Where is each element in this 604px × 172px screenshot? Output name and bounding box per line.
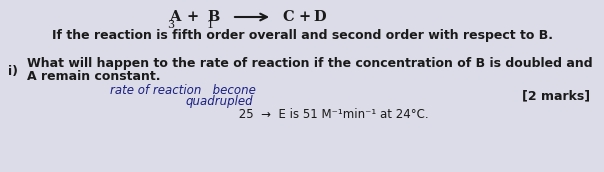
Text: A: A <box>169 10 181 24</box>
Text: What will happen to the rate of reaction if the concentration of B is doubled an: What will happen to the rate of reaction… <box>27 56 593 69</box>
Text: C: C <box>282 10 294 24</box>
Text: 3: 3 <box>167 20 175 30</box>
Text: quadrupled: quadrupled <box>185 95 252 109</box>
Text: B: B <box>207 10 219 24</box>
Text: rate of reaction   becone: rate of reaction becone <box>110 84 256 98</box>
Text: A remain constant.: A remain constant. <box>27 69 161 83</box>
Text: i): i) <box>8 64 18 78</box>
Text: 25  →  E is 51 M⁻¹min⁻¹ at 24°C.: 25 → E is 51 M⁻¹min⁻¹ at 24°C. <box>175 109 429 121</box>
Text: +: + <box>187 10 199 24</box>
Text: +: + <box>299 10 311 24</box>
Text: 1: 1 <box>207 20 214 30</box>
Text: [2 marks]: [2 marks] <box>522 89 590 103</box>
Text: D: D <box>313 10 326 24</box>
Text: If the reaction is fifth order overall and second order with respect to B.: If the reaction is fifth order overall a… <box>51 30 553 42</box>
